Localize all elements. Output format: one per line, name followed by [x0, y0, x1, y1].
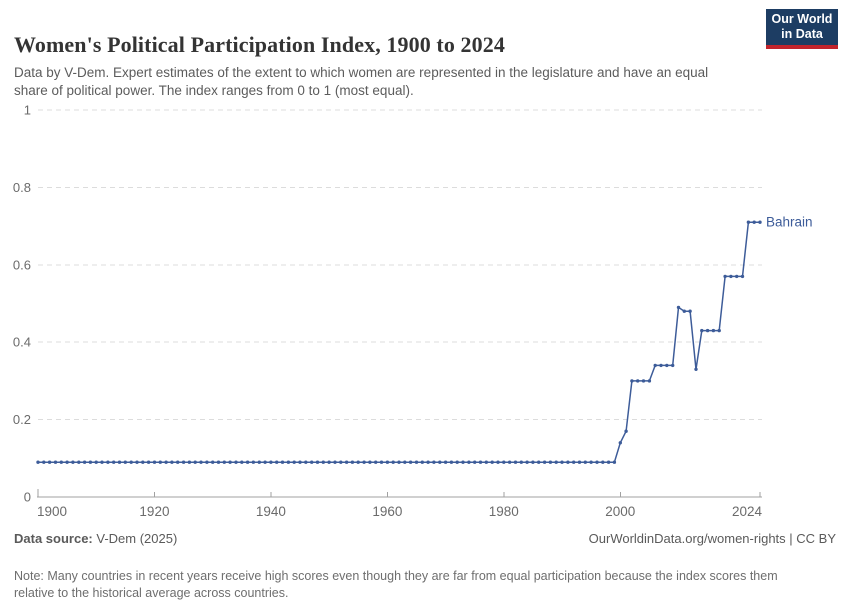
data-source-label: Data source: — [14, 531, 93, 546]
x-axis-tick-label: 1920 — [139, 504, 169, 519]
y-axis-tick-label: 1 — [24, 103, 31, 118]
chart-footer: Data source: V-Dem (2025) OurWorldinData… — [14, 531, 836, 546]
chart-title: Women's Political Participation Index, 1… — [14, 31, 505, 57]
owid-logo-text-line2: in Data — [781, 27, 823, 41]
y-axis-tick-label: 0.8 — [13, 180, 31, 195]
x-axis-tick-label: 1960 — [372, 504, 402, 519]
x-axis-tick-label: 2000 — [605, 504, 635, 519]
x-axis-tick-label: 2024 — [732, 504, 763, 519]
chart-note: Note: Many countries in recent years rec… — [14, 568, 814, 600]
owid-url-link[interactable]: OurWorldinData.org/women-rights | CC BY — [588, 531, 836, 546]
y-axis-tick-label: 0.4 — [13, 335, 31, 350]
owid-logo-text-line1: Our World — [771, 12, 833, 26]
y-axis-tick-label: 0 — [24, 490, 31, 505]
data-source-value: V-Dem (2025) — [92, 531, 178, 546]
note-value: Many countries in recent years receive h… — [14, 568, 778, 600]
participation-line-chart[interactable]: 0 0.2 0.4 0.6 0.8 1 1900 1920 1940 1960 1980 2000 20… — [0, 95, 850, 525]
x-axis-tick-label: 1980 — [489, 504, 519, 519]
owid-logo[interactable]: Our World in Data — [766, 9, 838, 49]
data-source-line: Data source: V-Dem (2025) — [14, 531, 177, 546]
chart-subtitle: Data by V-Dem. Expert estimates of the e… — [14, 64, 709, 99]
series-label-bahrain[interactable]: Bahrain — [766, 215, 813, 230]
y-axis-tick-label: 0.6 — [13, 257, 31, 272]
x-axis-tick-label: 1900 — [37, 504, 67, 519]
y-axis-tick-label: 0.2 — [13, 412, 31, 427]
x-axis-tick-label: 1940 — [256, 504, 286, 519]
note-label: Note: — [14, 568, 44, 583]
series-markers-bahrain — [36, 220, 762, 464]
